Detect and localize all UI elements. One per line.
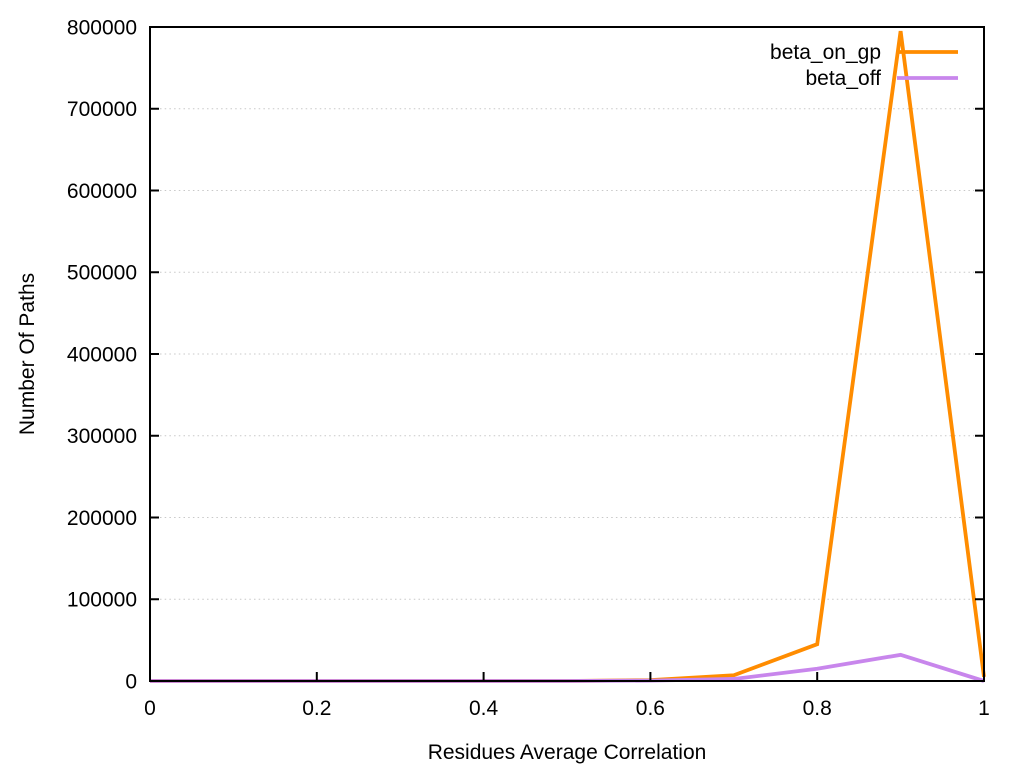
legend-label-beta_off: beta_off (805, 67, 881, 90)
series-line-beta_on_gp (150, 30, 986, 683)
y-tick-label: 100000 (67, 589, 137, 612)
legend-label-beta_on_gp: beta_on_gp (770, 41, 881, 64)
series-line-beta_off (150, 652, 985, 683)
x-axis-label: Residues Average Correlation (428, 741, 707, 764)
y-tick-label: 800000 (67, 16, 137, 39)
x-tick-label: 0.4 (469, 697, 499, 720)
grid-layer (160, 108, 974, 600)
x-tick-label: 0.8 (803, 697, 832, 720)
y-tick-label: 300000 (67, 425, 137, 448)
legend: beta_on_gp beta_off (770, 41, 958, 90)
y-tick-label: 500000 (67, 262, 137, 285)
y-tick-label: 200000 (67, 507, 137, 530)
y-axis-label: Number Of Paths (16, 273, 39, 435)
series-layer (150, 30, 986, 683)
y-tick-label: 0 (125, 670, 137, 693)
y-tick-label: 700000 (67, 98, 137, 121)
x-tick-label: 0.6 (636, 697, 665, 720)
y-tick-label: 600000 (67, 180, 137, 203)
x-tick-label: 1 (978, 697, 990, 720)
plot-border (149, 26, 985, 682)
y-tick-label: 400000 (67, 343, 137, 366)
x-tick-label: 0.2 (302, 697, 331, 720)
axis-layer: 0 0.2 0.4 0.6 0.8 1 0 100000 200000 300000 400000 5… (67, 16, 990, 720)
x-tick-label: 0 (144, 697, 156, 720)
